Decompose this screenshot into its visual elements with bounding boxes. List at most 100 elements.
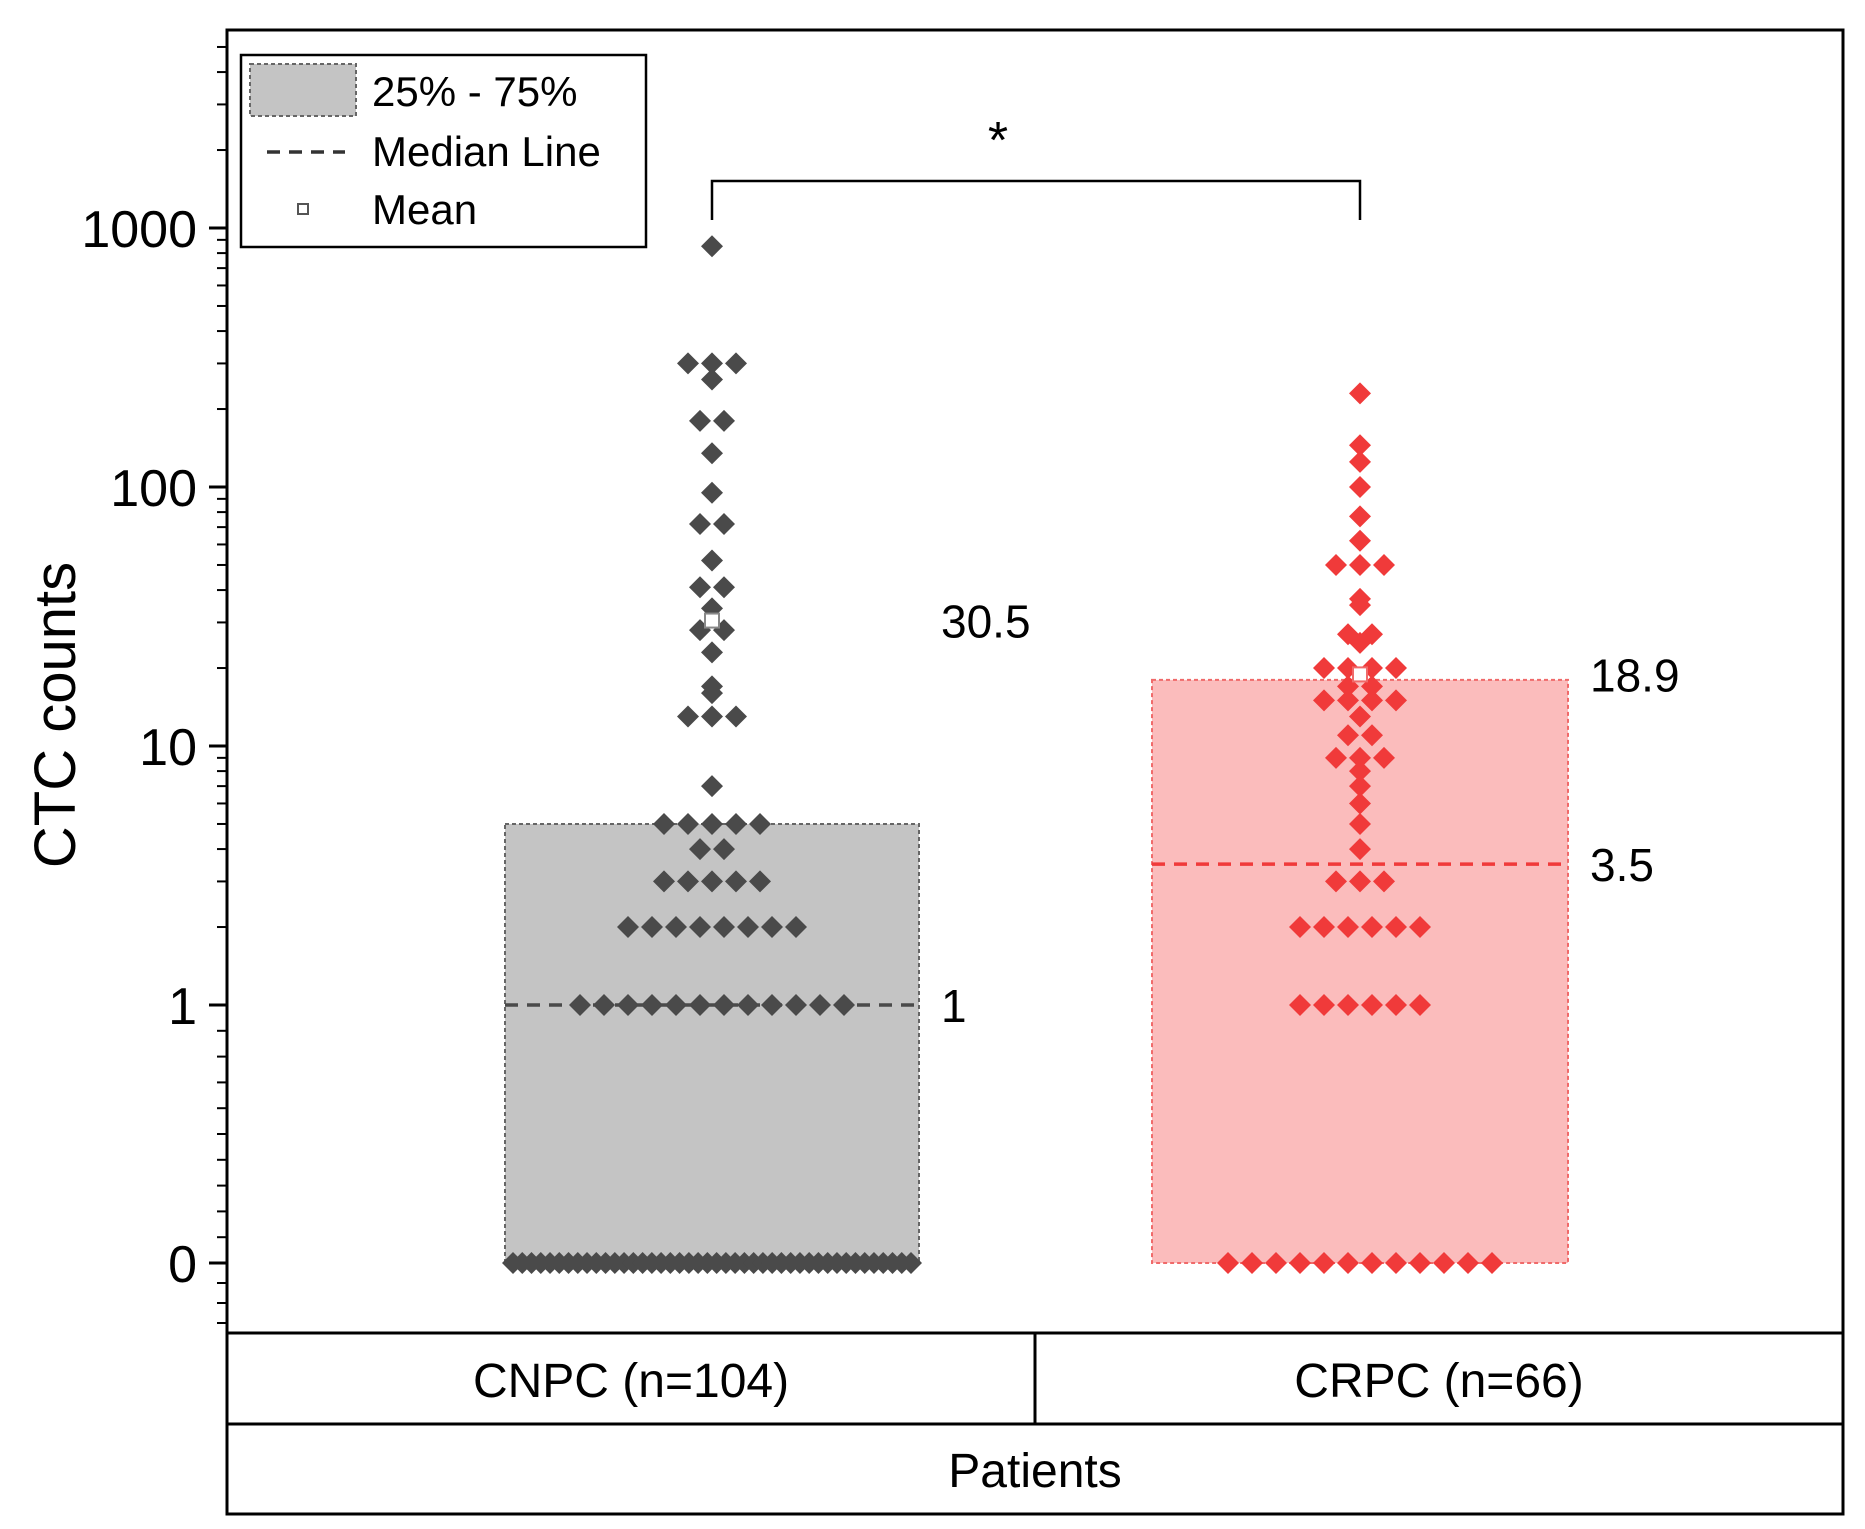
data-point [1325, 746, 1347, 769]
y-tick-label: 100 [110, 460, 197, 518]
data-point [1313, 657, 1335, 680]
data-point [1337, 994, 1359, 1016]
legend: 25% - 75% Median Line Mean [239, 53, 648, 249]
data-point [701, 352, 723, 375]
data-point [1457, 1252, 1479, 1274]
data-point [1481, 1252, 1503, 1274]
data-point [617, 916, 639, 939]
data-point [701, 235, 723, 258]
significance-bracket [710, 179, 1362, 220]
data-point [1349, 450, 1371, 473]
data-point [641, 994, 663, 1016]
data-point [701, 442, 723, 465]
y-tick-label: 1000 [81, 201, 197, 259]
data-point [1289, 916, 1311, 939]
data-point [689, 576, 711, 599]
data-point [713, 838, 735, 861]
data-point [1361, 994, 1383, 1016]
group-0: 130.5 [502, 235, 1031, 1274]
data-point [1385, 916, 1407, 939]
data-point [1313, 916, 1335, 939]
data-point [749, 870, 771, 893]
data-point [1217, 1252, 1239, 1274]
series-groups: 130.53.518.9 [502, 235, 1680, 1274]
data-point [1385, 689, 1407, 712]
data-point [725, 352, 747, 375]
y-tick-label: 0 [168, 1236, 197, 1294]
data-point [689, 994, 711, 1016]
data-point [1361, 689, 1383, 712]
data-point [713, 916, 735, 939]
data-point [725, 705, 747, 728]
data-point [701, 481, 723, 504]
data-point [1385, 1252, 1407, 1274]
data-point [1349, 631, 1371, 654]
data-point [701, 368, 723, 391]
data-point [737, 916, 759, 939]
data-point [677, 705, 699, 728]
data-point [1349, 594, 1371, 617]
data-point [713, 994, 735, 1016]
data-point [713, 512, 735, 535]
y-axis-title: CTC counts [23, 562, 88, 868]
data-point [701, 812, 723, 835]
data-point [1325, 553, 1347, 576]
data-point [665, 994, 687, 1016]
data-point [701, 549, 723, 572]
data-point [1361, 724, 1383, 747]
mean-marker [704, 612, 720, 629]
mean-value-label: 30.5 [941, 596, 1031, 648]
data-point [1373, 553, 1395, 576]
legend-label: Mean [372, 186, 477, 233]
data-point [1349, 838, 1371, 861]
data-point [1313, 994, 1335, 1016]
data-point [677, 812, 699, 835]
median-value-label: 1 [941, 980, 967, 1032]
data-point [689, 916, 711, 939]
data-point [1349, 870, 1371, 893]
data-point [677, 352, 699, 375]
data-point [1349, 382, 1371, 405]
y-tick-label: 1 [168, 978, 197, 1036]
data-point [1373, 746, 1395, 769]
data-point [1349, 775, 1371, 798]
mean-value-label: 18.9 [1590, 649, 1680, 701]
data-point [1313, 1252, 1335, 1274]
data-point [1361, 916, 1383, 939]
data-point [1337, 724, 1359, 747]
data-point [689, 838, 711, 861]
iqr-box [504, 822, 920, 1265]
data-point [653, 870, 675, 893]
data-point [713, 409, 735, 432]
data-point [713, 576, 735, 599]
data-point [1349, 553, 1371, 576]
data-point [1349, 505, 1371, 528]
data-point [1385, 657, 1407, 680]
data-point [1349, 792, 1371, 815]
data-point [1289, 1252, 1311, 1274]
category-label: CRPC (n=66) [1294, 1355, 1583, 1408]
data-point [900, 1252, 922, 1274]
data-point [1337, 1252, 1359, 1274]
data-point [701, 870, 723, 893]
data-point [701, 641, 723, 664]
median-value-label: 3.5 [1590, 839, 1654, 891]
data-point [677, 870, 699, 893]
significance-star: * [988, 112, 1008, 170]
xlabel-strip [225, 1422, 1845, 1516]
data-point [1337, 689, 1359, 712]
data-point [1409, 994, 1431, 1016]
data-point [1409, 916, 1431, 939]
legend-label: 25% - 75% [372, 68, 577, 115]
mean-marker [1352, 666, 1368, 683]
data-point [689, 512, 711, 535]
data-point [1241, 1252, 1263, 1274]
data-point [1349, 746, 1371, 769]
data-point [1361, 1252, 1383, 1274]
legend-label: Median Line [372, 128, 601, 175]
data-point [725, 812, 747, 835]
data-point [1349, 529, 1371, 552]
legend-box-swatch [249, 63, 357, 117]
legend-mean-swatch [297, 203, 309, 215]
